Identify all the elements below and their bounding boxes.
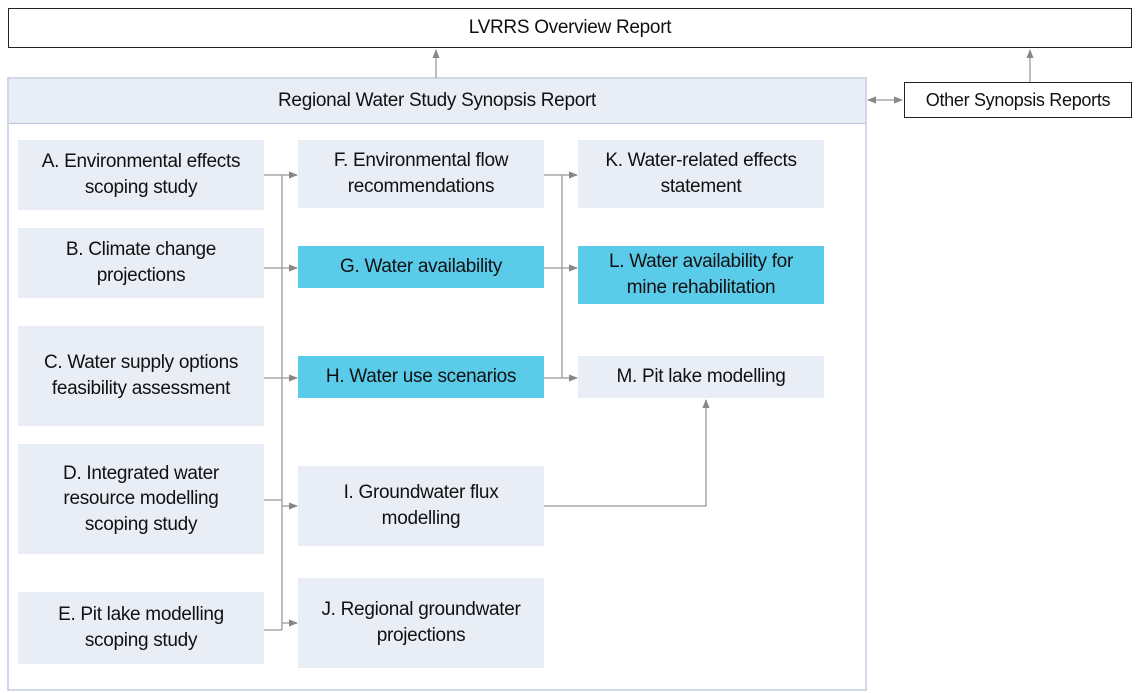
node: I. Groundwater flux modelling [298, 466, 544, 546]
node: G. Water availability [298, 246, 544, 288]
node: L. Water availability for mine rehabilit… [578, 246, 824, 304]
node: A. Environmental effects scoping study [18, 140, 264, 210]
synopsis-frame [7, 77, 867, 691]
node: E. Pit lake modelling scoping study [18, 592, 264, 664]
arrow [544, 399, 710, 507]
node: J. Regional groundwater projections [298, 578, 544, 668]
node: M. Pit lake modelling [578, 356, 824, 398]
overview-report: LVRRS Overview Report [8, 8, 1132, 48]
synopsis-title: Regional Water Study Synopsis Report [9, 79, 865, 124]
node: B. Climate change projections [18, 228, 264, 298]
node: C. Water supply options feasibility asse… [18, 326, 264, 426]
other-reports: Other Synopsis Reports [904, 82, 1132, 118]
node: F. Environmental flow recommendations [298, 140, 544, 208]
node: H. Water use scenarios [298, 356, 544, 398]
node: D. Integrated water resource modelling s… [18, 444, 264, 554]
node: K. Water-related effects statement [578, 140, 824, 208]
